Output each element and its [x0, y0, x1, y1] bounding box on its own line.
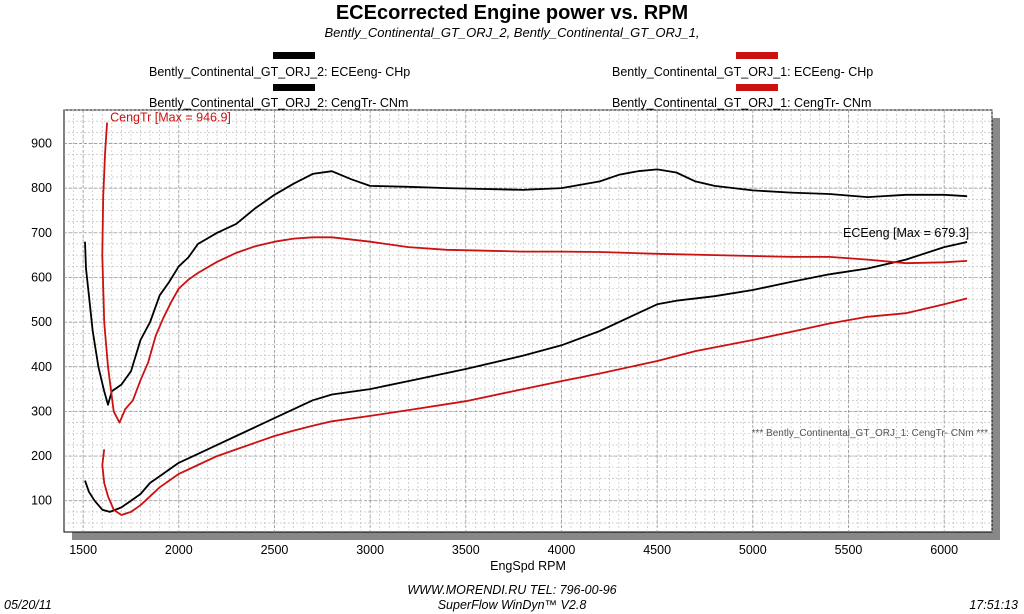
x-tick-label: 2000 — [165, 543, 193, 557]
legend-swatch-3 — [736, 52, 778, 59]
chart-subtitle: Bently_Continental_GT_ORJ_2, Bently_Cont… — [324, 25, 700, 40]
footer-software: SuperFlow WinDyn™ V2.8 — [437, 598, 587, 612]
legend-swatch-4 — [736, 84, 778, 91]
legend-swatch-2 — [273, 84, 315, 91]
y-tick-label: 100 — [31, 494, 52, 508]
x-tick-label: 5500 — [835, 543, 863, 557]
legend-entry-3: Bently_Continental_GT_ORJ_1: ECEeng- CHp — [612, 65, 874, 79]
y-tick-label: 400 — [31, 360, 52, 374]
y-tick-label: 200 — [31, 449, 52, 463]
y-tick-label: 700 — [31, 226, 52, 240]
y-tick-label: 800 — [31, 181, 52, 195]
legend-swatch-1 — [273, 52, 315, 59]
footer-url: WWW.MORENDI.RU TEL: 796-00-96 — [407, 583, 617, 597]
legend-entry-2: Bently_Continental_GT_ORJ_2: CengTr- CNm — [149, 96, 409, 110]
footer-date: 05/20/11 — [4, 598, 52, 612]
x-tick-label: 6000 — [930, 543, 958, 557]
legend-entry-1: Bently_Continental_GT_ORJ_2: ECEeng- CHp — [149, 65, 411, 79]
x-tick-label: 4000 — [548, 543, 576, 557]
x-tick-label: 4500 — [643, 543, 671, 557]
y-tick-label: 900 — [31, 136, 52, 150]
x-tick-label: 2500 — [261, 543, 289, 557]
annotation-power-max: ECEeng [Max = 679.3] — [843, 226, 969, 240]
x-tick-label: 3500 — [452, 543, 480, 557]
x-axis-label: EngSpd RPM — [490, 559, 566, 573]
y-tick-label: 600 — [31, 270, 52, 284]
y-tick-label: 500 — [31, 315, 52, 329]
x-tick-label: 5000 — [739, 543, 767, 557]
annotation-series-note: *** Bently_Continental_GT_ORJ_1: CengTr-… — [752, 428, 989, 439]
annotation-torque-max: CengTr [Max = 946.9] — [110, 111, 231, 125]
x-tick-label: 1500 — [69, 543, 97, 557]
series-line-4 — [101, 122, 968, 424]
series-line-1 — [84, 241, 968, 513]
y-tick-label: 300 — [31, 404, 52, 418]
legend-entry-4: Bently_Continental_GT_ORJ_1: CengTr- CNm — [612, 96, 872, 110]
series-line-3 — [101, 297, 968, 516]
footer-time: 17:51:13 — [969, 598, 1018, 612]
series-line-2 — [84, 168, 968, 406]
x-tick-label: 3000 — [356, 543, 384, 557]
plot-background — [63, 109, 993, 533]
chart-title: ECEcorrected Engine power vs. RPM — [335, 2, 689, 24]
